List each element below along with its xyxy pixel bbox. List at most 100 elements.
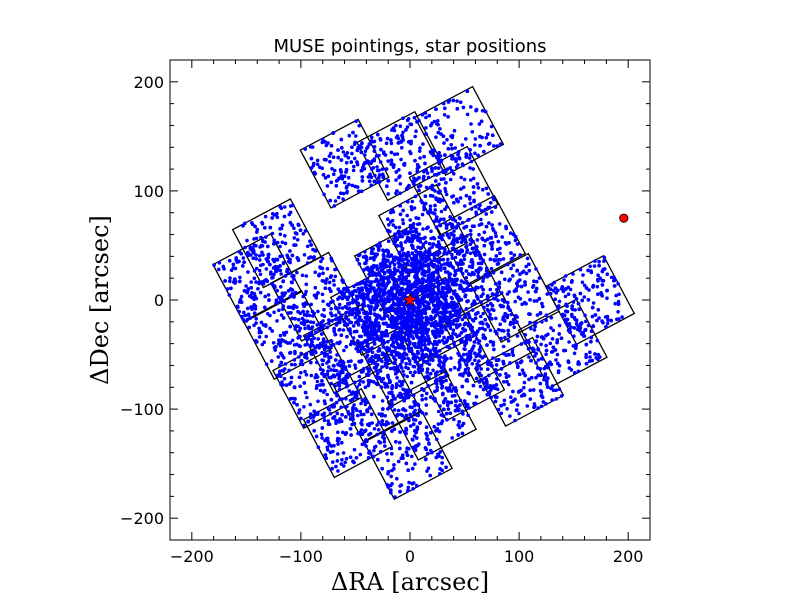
star-point [457,425,462,430]
star-point [460,249,464,253]
star-point [309,326,314,331]
star-point [376,132,380,137]
star-point [417,370,421,375]
star-point [345,285,350,290]
star-point [492,144,496,148]
star-point [303,229,308,233]
star-point [253,307,258,311]
star-point [384,347,389,351]
star-point [462,177,467,182]
star-point [333,168,337,173]
star-point [392,355,396,359]
star-point [361,303,365,308]
star-point [279,285,283,289]
star-point [340,413,344,417]
star-point [522,380,527,385]
star-point [450,436,455,440]
star-point [453,249,458,253]
star-point [304,373,309,377]
star-point [344,311,348,315]
star-point [554,397,559,401]
pointing-16 [435,194,527,286]
star-point [436,130,441,135]
star-point [288,210,293,215]
star-point [348,301,352,305]
star-point [260,280,264,284]
star-point [415,120,419,124]
star-point [411,487,415,491]
star-point [510,350,515,355]
star-point [464,137,468,141]
star-point [288,341,292,345]
star-point [384,141,389,145]
star-point [233,266,238,271]
star-point [574,343,578,348]
star-point [496,407,501,412]
star-point [395,476,399,481]
star-point [406,273,411,278]
pointing-24 [413,85,505,177]
star-point [421,142,425,146]
star-point [238,275,242,280]
star-point [292,236,297,240]
star-point [498,322,503,327]
star-point [432,424,437,429]
star-point [366,330,370,334]
star-point [326,369,330,374]
star-point [441,233,445,238]
star-point [336,442,340,446]
star-point [540,320,544,324]
star-point [335,452,340,456]
star-point [479,266,483,271]
star-point [566,292,571,297]
star-point [394,225,398,230]
star-point [367,449,372,454]
star-point [466,272,471,276]
star-point [463,343,467,348]
star-point [605,296,609,301]
star-point [426,265,431,269]
star-point [450,169,454,173]
star-point [492,308,496,313]
star-point [473,143,477,147]
star-point [520,368,525,373]
star-point [290,338,295,343]
star-point [413,403,417,408]
star-point [464,307,469,311]
star-point [345,372,350,377]
star-point [487,373,491,378]
star-point [359,189,364,193]
star-point [280,380,284,384]
star-point [372,394,376,399]
star-point [300,273,305,278]
star-point [356,253,361,258]
star-point [302,405,306,409]
star-point [330,319,334,323]
star-point [448,177,453,182]
star-point [401,396,406,400]
star-point [353,366,358,370]
star-point [417,188,421,193]
star-point [414,257,419,261]
star-point [482,252,487,257]
star-point [489,124,494,129]
star-point [324,158,328,162]
star-point [282,356,286,360]
star-point [352,142,357,146]
star-point [424,403,429,407]
star-point [349,160,354,164]
star-point [410,207,414,212]
star-point [320,436,324,440]
star-point [442,113,447,117]
star-point [327,365,331,369]
star-point [440,338,445,343]
star-point [355,408,359,413]
star-point [536,346,540,351]
star-point [404,426,408,431]
star-point [254,321,258,325]
star-point [319,432,324,437]
star-point [437,182,441,187]
star-point [375,267,380,272]
star-point [434,179,438,183]
